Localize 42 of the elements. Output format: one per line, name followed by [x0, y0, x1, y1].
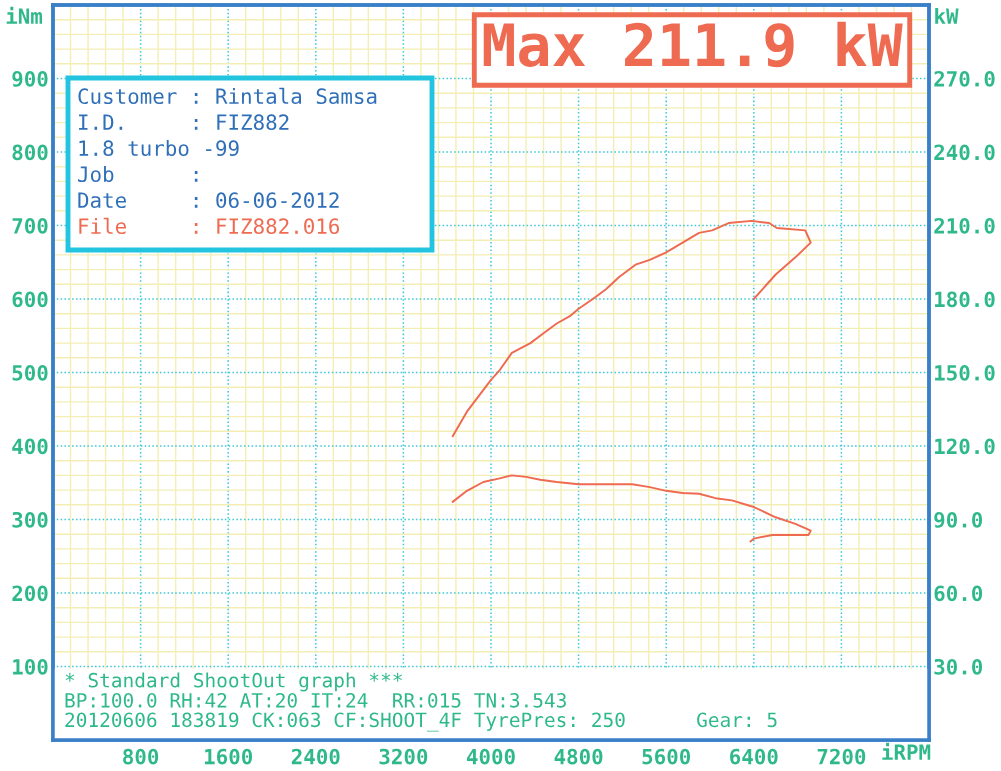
y2-tick-label: 30.0 [934, 658, 983, 675]
y-tick-label: 600 [12, 291, 48, 308]
chart-title: Max 211.9 kW [483, 21, 903, 68]
y2-axis-title: kW [935, 7, 959, 24]
annotation: I.D. : FIZ882 [79, 114, 289, 131]
x-tick-label: 4000 [466, 748, 515, 765]
y-tick-label: 700 [12, 217, 48, 234]
y-tick-label: 500 [12, 364, 48, 381]
y-tick-label: 300 [12, 511, 48, 528]
y2-tick-label: 60.0 [934, 585, 983, 602]
line-series [451, 474, 812, 543]
y-tick-label: 800 [12, 144, 48, 161]
annotation: 20120606 183819 CK:063 CF:SHOOT_4F TyrePres: 250 Gear: 5 [65, 712, 777, 732]
y2-tick-label: 150.0 [935, 364, 995, 381]
y2-tick-label: 210.0 [934, 217, 995, 234]
x-tick-label: 6400 [730, 748, 778, 765]
x-tick-label: 2400 [291, 748, 340, 765]
annotation: Date : 06-06-2012 [78, 192, 339, 209]
x-tick-label: 4800 [554, 748, 603, 765]
annotation: Job : [78, 165, 198, 183]
annotation: * Standard ShootOut graph *** [65, 672, 402, 692]
x-tick-label: 7200 [817, 748, 866, 765]
y-tick-label: 100 [13, 658, 48, 675]
line-series [451, 219, 812, 438]
y2-tick-label: 240.0 [934, 144, 995, 161]
y2-tick-label: 90.0 [934, 511, 983, 528]
annotation: File : FIZ882.016 [79, 217, 340, 235]
x-tick-label: 1600 [205, 748, 253, 765]
y2-tick-label: 270.0 [934, 70, 995, 87]
x-tick-label: 800 [123, 748, 159, 765]
annotation: BP:100.0 RH:42 AT:20 IT:24 RR:015 TN:3.543 [65, 692, 566, 708]
annotation: 1.8 turbo -99 [79, 139, 239, 157]
y-axis-title: iNm [6, 6, 43, 24]
x-axis-title: iRPM [882, 742, 931, 760]
annotation: Customer : Rintala Samsa [78, 87, 377, 105]
x-tick-label: 5600 [642, 748, 691, 765]
y-tick-label: 900 [12, 70, 48, 87]
y2-tick-label: 180.0 [935, 291, 995, 308]
y-tick-label: 200 [12, 585, 48, 602]
y2-tick-label: 120.0 [935, 438, 995, 455]
x-tick-label: 3200 [379, 748, 428, 765]
y-tick-label: 400 [12, 438, 48, 455]
